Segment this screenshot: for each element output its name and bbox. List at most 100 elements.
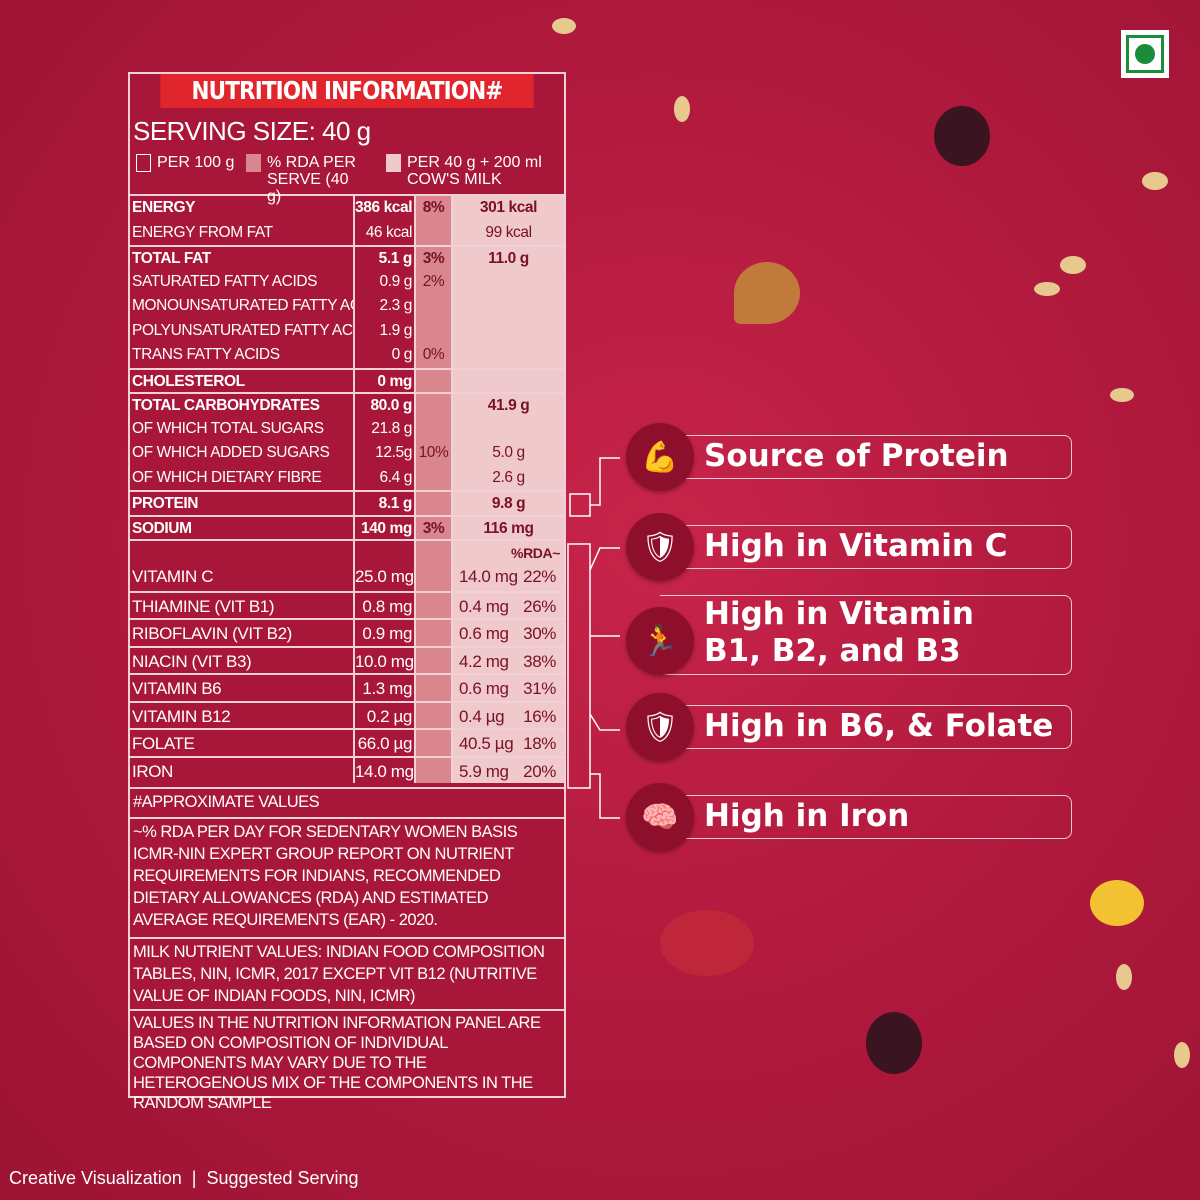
table-row: MONOUNSATURATED FATTY ACIDS2.3 g — [130, 294, 564, 319]
claim-callout: High in Vitamin C 🛡 — [626, 513, 1074, 581]
table-row: SATURATED FATTY ACIDS 0.9 g 2% — [130, 269, 564, 294]
per-100g-value: 0.8 mg — [355, 592, 416, 618]
rda-percent: 2% — [416, 269, 453, 294]
milk-amount: 4.2 mg — [459, 651, 509, 671]
vitamin-row: RIBOFLAVIN (VIT B2) 0.9 mg 0.6 mg 30% — [130, 618, 564, 646]
nutrient-name: TRANS FATTY ACIDS — [130, 343, 355, 368]
milk-amount: 116 mg — [483, 519, 534, 537]
nutrient-name: TOTAL FAT — [130, 247, 355, 270]
milk-value: 5.9 mg 20% — [453, 757, 564, 783]
claim-callout: Source of Protein 💪 — [626, 423, 1074, 491]
milk-amount: 5.9 mg — [459, 761, 509, 781]
vitamin-row: THIAMINE (VIT B1) 0.8 mg 0.4 mg 26% — [130, 590, 564, 618]
table-row: OF WHICH ADDED SUGARS 12.5g 10% 5.0 g — [130, 441, 564, 466]
table-row: SODIUM 140 mg 3% 116 mg — [130, 514, 564, 539]
milk-rda-percent: 18% — [523, 734, 556, 753]
rda-percent: 10% — [416, 441, 453, 466]
nutrition-panel: NUTRITION INFORMATION# SERVING SIZE: 40 … — [128, 72, 566, 1112]
milk-value — [453, 269, 564, 294]
claim-label: High in Vitamin C — [660, 525, 1072, 569]
milk-value: 11.0 g — [453, 247, 564, 270]
rda-percent — [416, 647, 453, 673]
table-row: OF WHICH DIETARY FIBRE 6.4 g 2.6 g — [130, 465, 564, 490]
vegetarian-mark-icon — [1121, 30, 1169, 78]
cornflake-decoration — [1090, 880, 1144, 926]
blank — [416, 541, 453, 563]
milk-value: 40.5 µg 18% — [453, 730, 564, 756]
footnote-rda: ~% RDA PER DAY FOR SEDENTARY WOMEN BASIS… — [130, 817, 564, 937]
milk-value: 99 kcal — [453, 220, 564, 245]
milk-amount: 301 kcal — [479, 199, 538, 216]
nutrient-name: POLYUNSATURATED FATTY ACIDS — [130, 318, 355, 343]
milk-value — [453, 416, 564, 441]
vitamin-row: VITAMIN C 25.0 mg 14.0 mg 22% — [130, 563, 564, 591]
rda-percent — [416, 318, 453, 343]
blank — [130, 541, 355, 563]
table-row: PROTEIN 8.1 g 9.8 g — [130, 490, 564, 515]
cranberry-decoration — [660, 910, 754, 976]
nutrient-name: OF WHICH ADDED SUGARS — [130, 441, 355, 466]
milk-amount: 11.0 g — [488, 250, 529, 267]
rda-percent — [416, 730, 453, 756]
nutrient-name: VITAMIN B6 — [130, 675, 355, 701]
claim-label: Source of Protein — [660, 435, 1072, 479]
milk-value: 5.0 g — [453, 441, 564, 466]
milk-rda-percent: 31% — [523, 679, 556, 698]
vitamin-row: NIACIN (VIT B3) 10.0 mg 4.2 mg 38% — [130, 645, 564, 673]
table-row: ENERGY 386 kcal 8% 301 kcal — [130, 196, 564, 221]
milk-value: 41.9 g — [453, 394, 564, 417]
milk-value — [453, 343, 564, 368]
per-100g-value: 21.8 g — [355, 416, 416, 441]
vitamin-row: VITAMIN B12 0.2 µg 0.4 µg 16% — [130, 700, 564, 728]
shield-person-icon: 🛡 — [626, 513, 694, 581]
rda-percent — [416, 394, 453, 417]
table-row: TOTAL CARBOHYDRATES 80.0 g 41.9 g — [130, 392, 564, 417]
rda-percent — [416, 563, 453, 591]
rda-percent — [416, 620, 453, 646]
legend-swatch-rda — [246, 154, 261, 172]
milk-value: 9.8 g — [453, 492, 564, 515]
milk-value: 0.6 mg 31% — [453, 675, 564, 701]
milk-amount: 0.4 µg — [459, 706, 505, 726]
milk-value: 0.4 µg 16% — [453, 702, 564, 728]
footnote-milk: MILK NUTRIENT VALUES: INDIAN FOOD COMPOS… — [130, 937, 564, 1009]
milk-amount: 99 kcal — [485, 223, 532, 241]
per-100g-value: 10.0 mg — [355, 647, 416, 673]
rda-percent — [416, 220, 453, 245]
oat-decoration — [1034, 282, 1060, 296]
milk-rda-percent: 20% — [523, 761, 556, 781]
milk-amount: 5.0 g — [492, 444, 525, 461]
milk-rda-percent: 26% — [523, 596, 556, 616]
per-100g-value: 386 kcal — [355, 196, 416, 221]
milk-amount: 14.0 mg — [459, 567, 518, 586]
per-100g-value: 0.2 µg — [355, 702, 416, 728]
claim-callout: High in Iron 🧠 — [626, 783, 1074, 851]
shield-person-icon: 🛡 — [626, 693, 694, 761]
rda-percent: 0% — [416, 343, 453, 368]
nutrient-name: ENERGY FROM FAT — [130, 220, 355, 245]
milk-value: 0.6 mg 30% — [453, 620, 564, 646]
nutrient-name: NIACIN (VIT B3) — [130, 647, 355, 673]
legend-milk: PER 40 g + 200 ml COW'S MILK — [407, 154, 542, 188]
raisin-decoration — [866, 1012, 922, 1074]
milk-value — [453, 318, 564, 343]
footnote-composition: VALUES IN THE NUTRITION INFORMATION PANE… — [130, 1009, 564, 1112]
milk-value: 14.0 mg 22% — [453, 563, 564, 591]
head-brain-icon: 🧠 — [626, 783, 694, 851]
nutrient-name: PROTEIN — [130, 492, 355, 515]
milk-rda-percent: 38% — [523, 651, 556, 671]
milk-rda-percent: 16% — [523, 706, 556, 726]
oat-decoration — [552, 18, 576, 34]
vitamin-row: FOLATE 66.0 µg 40.5 µg 18% — [130, 728, 564, 756]
per-100g-value: 1.3 mg — [355, 675, 416, 701]
rda-header: %RDA~ — [453, 541, 564, 563]
per-100g-value: 2.3 g — [355, 294, 416, 319]
table-row: OF WHICH TOTAL SUGARS 21.8 g — [130, 416, 564, 441]
milk-value: 4.2 mg 38% — [453, 647, 564, 673]
oat-decoration — [1142, 172, 1168, 190]
nutrient-name: OF WHICH DIETARY FIBRE — [130, 465, 355, 490]
oat-decoration — [674, 96, 690, 122]
nutrient-name: RIBOFLAVIN (VIT B2) — [130, 620, 355, 646]
oat-decoration — [1174, 1042, 1190, 1068]
oat-decoration — [1116, 964, 1132, 990]
